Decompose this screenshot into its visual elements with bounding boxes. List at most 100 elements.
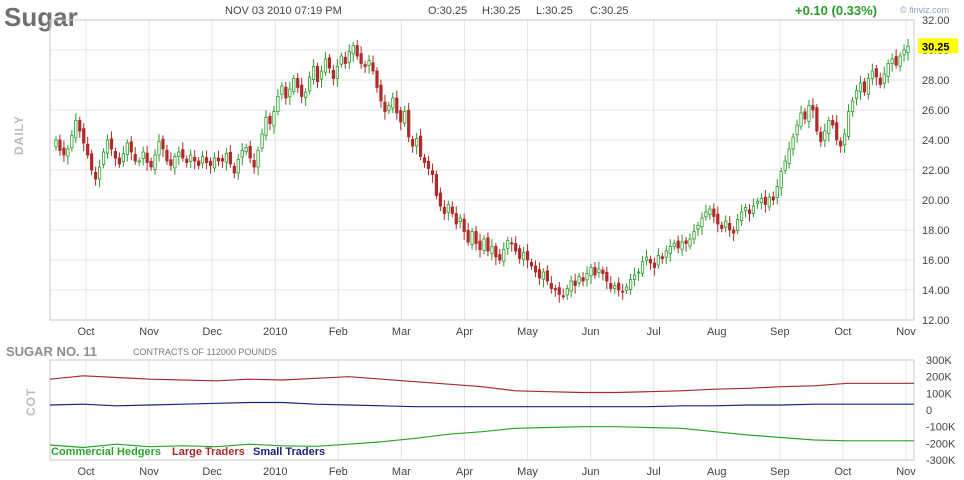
candle-body — [890, 58, 894, 64]
candle-body — [843, 133, 847, 146]
candle — [553, 284, 557, 297]
candle — [525, 243, 530, 269]
high-readout: H:30.25 — [482, 5, 521, 17]
candle-body — [438, 192, 442, 207]
candle-body — [446, 204, 450, 213]
candle — [220, 154, 225, 168]
date-axis-label: Feb — [329, 326, 348, 338]
candle — [664, 245, 668, 265]
candle — [581, 272, 585, 287]
candle-body — [589, 267, 593, 277]
candle-body — [193, 156, 197, 162]
candle-body — [771, 196, 775, 201]
date-axis-label: Nov — [139, 326, 159, 338]
candle-body — [668, 246, 672, 254]
candle-body — [315, 66, 320, 82]
candle-body — [292, 78, 296, 92]
candle-body — [569, 280, 573, 292]
candle — [803, 108, 807, 125]
candle — [426, 155, 431, 176]
price-axis-label: 20.00 — [922, 195, 950, 207]
candle-body — [86, 143, 90, 156]
candle — [632, 267, 637, 287]
candle — [510, 237, 514, 252]
cot-chart[interactable]: 300K 200K 100K 0 -100K -200K -300K Oct Nov Dec 201… — [0, 340, 964, 480]
cot-date-label: Oct — [834, 466, 851, 478]
candle — [557, 282, 561, 303]
candle — [704, 204, 708, 221]
candle-body — [335, 66, 339, 79]
candle — [597, 261, 601, 278]
candle-body — [407, 109, 411, 138]
cot-plot-frame — [49, 359, 915, 461]
candle — [82, 123, 86, 152]
candle — [652, 257, 656, 276]
candle-body — [363, 64, 367, 67]
candle — [149, 157, 153, 171]
candle — [260, 128, 264, 152]
candle-body — [470, 231, 474, 245]
candle — [228, 144, 232, 168]
candle — [724, 215, 728, 233]
candle-body — [212, 157, 217, 169]
candle — [109, 131, 114, 156]
candle-body — [561, 295, 565, 298]
candle-body — [105, 139, 110, 154]
candle — [696, 221, 700, 236]
candle — [411, 135, 415, 153]
candle — [648, 255, 653, 270]
price-axis-label: 12.00 — [922, 315, 950, 327]
candle-body — [248, 145, 252, 159]
candle — [351, 41, 355, 63]
candle-body — [339, 55, 343, 65]
candle — [137, 157, 141, 167]
candle — [304, 88, 308, 106]
candle-body — [101, 151, 106, 165]
candle — [280, 82, 284, 100]
candle — [383, 94, 387, 120]
candle — [430, 163, 435, 183]
candle — [284, 81, 288, 105]
chart-title: Sugar — [4, 2, 78, 32]
candle — [97, 159, 102, 188]
price-chart[interactable]: 12.00 14.00 16.00 18.00 20.00 22.00 24.00 26.00… — [0, 0, 964, 340]
candle-body — [739, 211, 744, 222]
small-traders-line — [49, 401, 914, 408]
candle-body — [70, 135, 74, 149]
candle — [185, 155, 189, 168]
candle-body — [371, 62, 375, 72]
candle-body — [708, 208, 712, 215]
candle — [886, 59, 890, 84]
candle-body — [573, 280, 577, 286]
candle-body — [831, 120, 835, 126]
candle — [835, 115, 839, 146]
candle — [684, 237, 688, 252]
candle — [288, 81, 292, 106]
candle-body — [403, 111, 407, 124]
candle — [854, 84, 859, 106]
candle-body — [474, 231, 478, 244]
candle — [292, 74, 296, 96]
candle — [708, 205, 712, 220]
candle — [783, 155, 787, 175]
candle-body — [197, 160, 201, 166]
brand-logo[interactable]: © finviz.com — [900, 5, 949, 15]
candle — [319, 65, 324, 88]
candle — [692, 224, 696, 245]
candle — [446, 200, 450, 221]
candle-body — [145, 152, 149, 163]
candle — [763, 189, 767, 213]
candle — [105, 134, 110, 159]
candle — [363, 60, 367, 74]
candle — [454, 206, 458, 230]
candle — [256, 146, 260, 176]
candle — [415, 132, 419, 155]
candle-body — [696, 225, 700, 230]
candle-body — [54, 139, 58, 148]
candle-body — [644, 256, 649, 261]
candle-body — [181, 149, 185, 159]
candle — [569, 275, 573, 298]
candle-body — [601, 269, 605, 274]
price-axis-label: 32.00 — [922, 15, 950, 27]
candle-body — [787, 148, 791, 164]
